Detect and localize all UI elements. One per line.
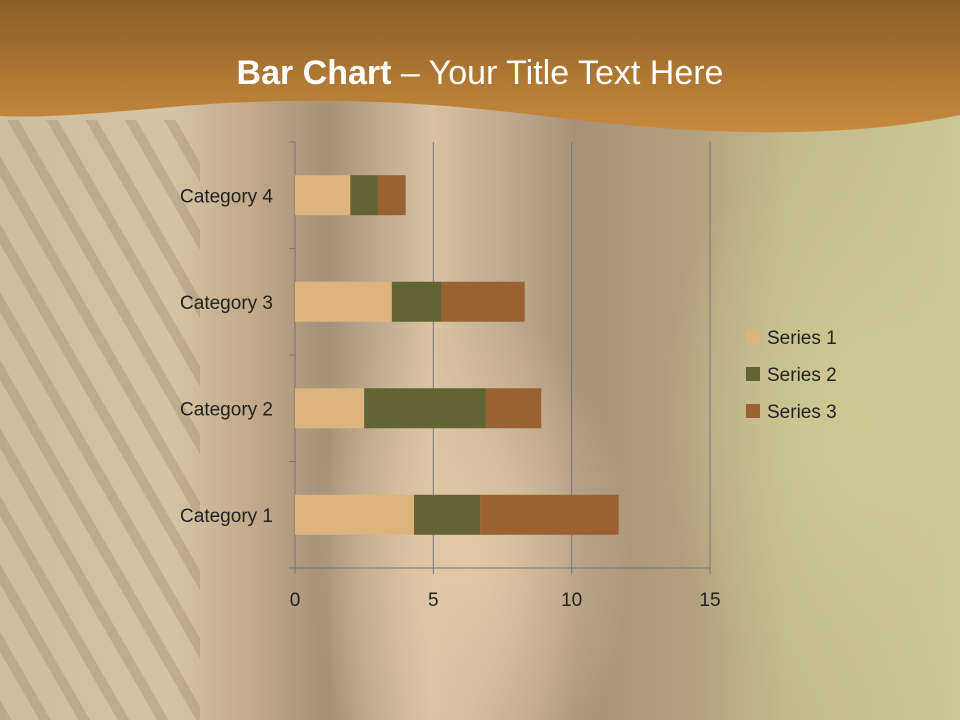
y-tick-label: Category 1 bbox=[180, 506, 273, 527]
y-tick-label: Category 4 bbox=[180, 186, 273, 207]
background-photo bbox=[0, 120, 200, 720]
x-tick-label: 5 bbox=[428, 590, 439, 611]
bar-series-3 bbox=[441, 281, 525, 322]
legend-label: Series 3 bbox=[767, 402, 837, 423]
legend-swatch bbox=[746, 367, 760, 381]
legend-swatch bbox=[746, 404, 760, 418]
slide-title: Bar Chart – Your Title Text Here bbox=[0, 54, 960, 93]
bar-series-2 bbox=[364, 388, 486, 429]
x-tick-label: 0 bbox=[290, 590, 301, 611]
title-bold: Bar Chart bbox=[236, 54, 392, 92]
x-tick-label: 10 bbox=[561, 590, 582, 611]
bar-series-1 bbox=[295, 494, 414, 535]
x-tick-label: 15 bbox=[699, 590, 720, 611]
bar-series-3 bbox=[485, 388, 542, 429]
bar-series-2 bbox=[350, 175, 378, 216]
y-tick-label: Category 3 bbox=[180, 293, 273, 314]
y-tick-label: Category 2 bbox=[180, 399, 273, 420]
title-rest: – Your Title Text Here bbox=[391, 54, 724, 92]
bar-series-1 bbox=[295, 388, 365, 429]
bar-series-3 bbox=[480, 494, 619, 535]
bar-series-3 bbox=[378, 175, 406, 216]
legend-label: Series 1 bbox=[767, 328, 837, 349]
legend-swatch bbox=[746, 330, 760, 344]
bar-series-2 bbox=[391, 281, 442, 322]
bar-series-1 bbox=[295, 175, 351, 216]
legend-label: Series 2 bbox=[767, 365, 837, 386]
bar-series-2 bbox=[413, 494, 481, 535]
title-banner bbox=[0, 0, 960, 133]
bar-series-1 bbox=[295, 281, 392, 322]
